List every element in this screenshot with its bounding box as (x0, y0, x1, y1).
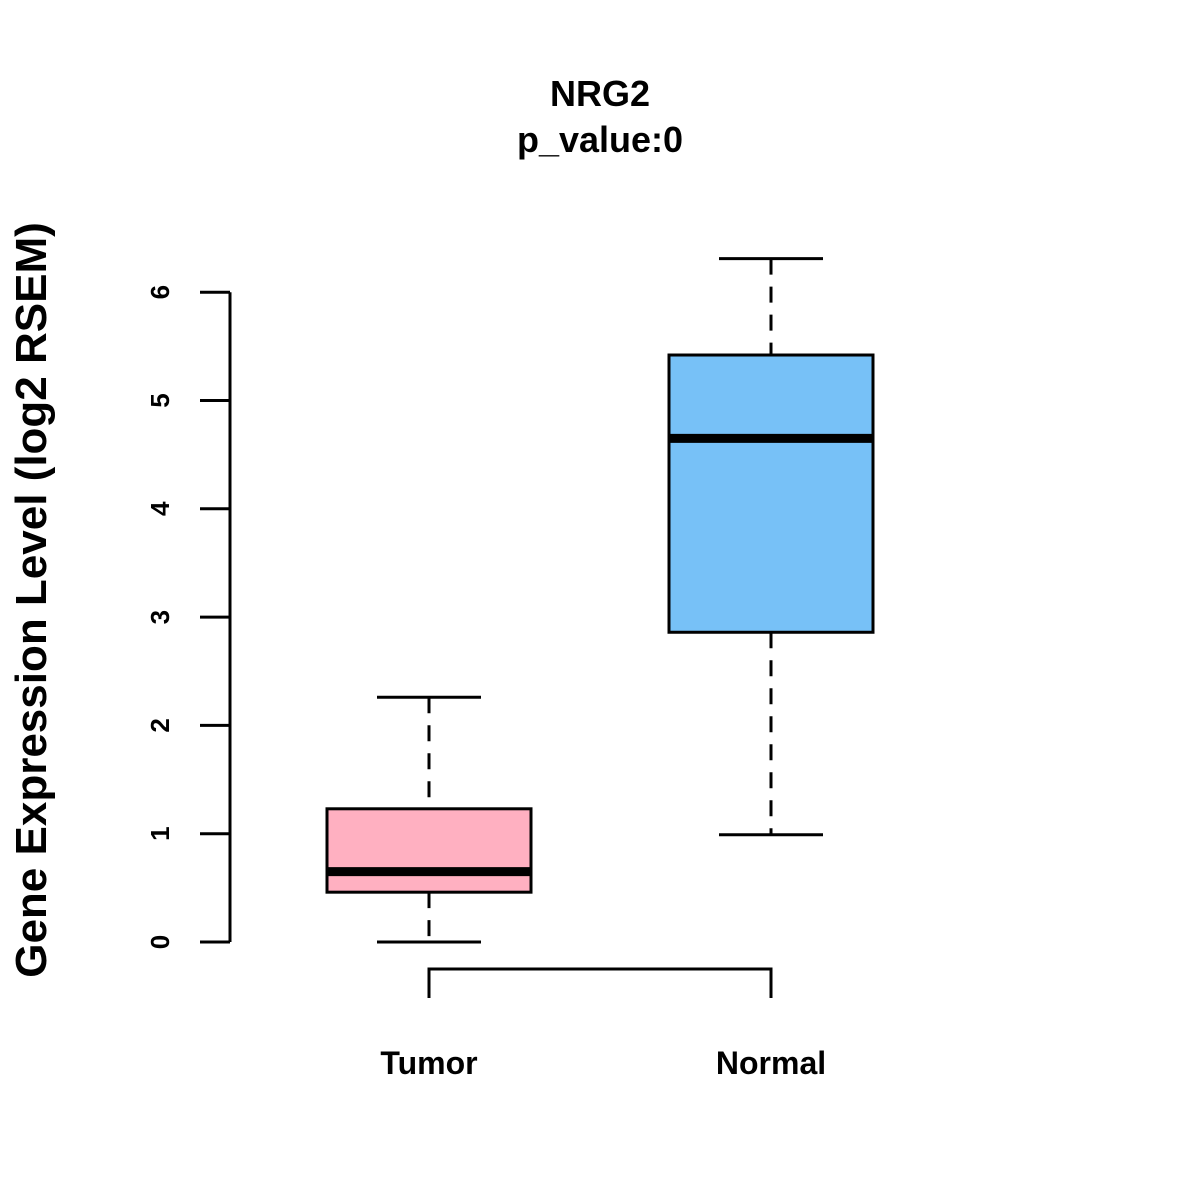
comparison-bracket (427, 967, 773, 998)
x-label-tumor: Tumor (380, 1045, 477, 1081)
y-tick-label: 0 (145, 935, 175, 949)
y-tick-label: 4 (145, 501, 175, 516)
chart-title: NRG2 (550, 73, 650, 114)
y-tick-label: 2 (145, 718, 175, 732)
iqr-box (667, 353, 875, 634)
boxes-group (325, 257, 875, 944)
y-axis: 0 1 2 3 4 5 6 (145, 285, 232, 949)
x-label-normal: Normal (716, 1045, 826, 1081)
y-tick-label: 3 (145, 610, 175, 624)
y-axis-label: Gene Expression Level (log2 RSEM) (7, 222, 56, 978)
y-tick-label: 5 (145, 393, 175, 407)
chart-subtitle: p_value:0 (517, 119, 683, 160)
y-tick-label: 6 (145, 285, 175, 299)
x-axis-labels: Tumor Normal (380, 1045, 826, 1081)
box-tumor (325, 695, 533, 944)
box-normal (667, 257, 875, 837)
bracket-line (427, 967, 773, 998)
y-tick-label: 1 (145, 826, 175, 840)
iqr-box (325, 807, 533, 894)
